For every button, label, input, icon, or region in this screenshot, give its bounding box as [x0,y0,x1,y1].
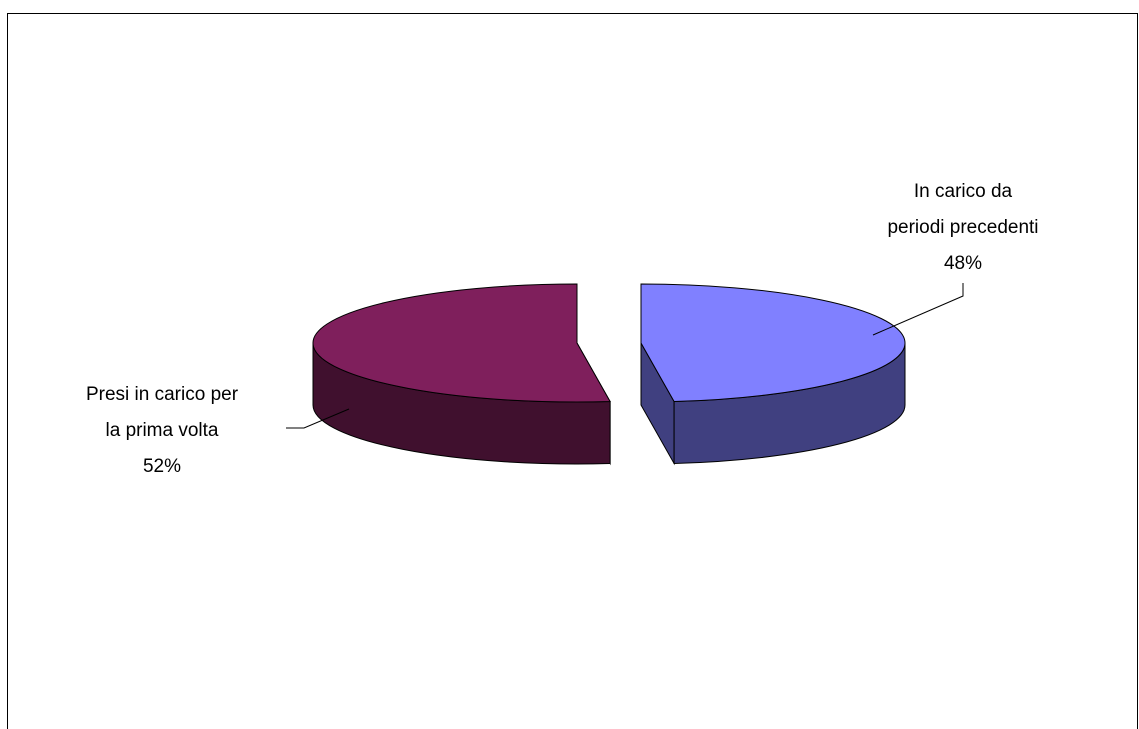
leader-line [872,283,964,336]
pie-slice-1-top [312,283,611,403]
slice-value-label: 52% [143,456,181,477]
slice-name-label: periodi precedenti [887,217,1038,238]
slice-label-0: In carico da periodi precedenti 48% [872,181,1039,336]
pie-slice-1 [312,283,611,466]
pie-slice-0-top [640,283,906,403]
slice-name-label: la prima volta [106,420,219,441]
leader-line [286,408,350,429]
slice-value-label: 48% [944,253,982,274]
slice-name-label: Presi in carico per [86,384,239,405]
labels-layer: In carico da periodi precedenti 48% Presi i… [86,181,1039,477]
pie-slice-0 [640,283,906,466]
slices-layer [312,283,906,466]
slice-label-1: Presi in carico per la prima volta 52% [86,384,350,477]
slice-name-label: In carico da [914,181,1013,202]
